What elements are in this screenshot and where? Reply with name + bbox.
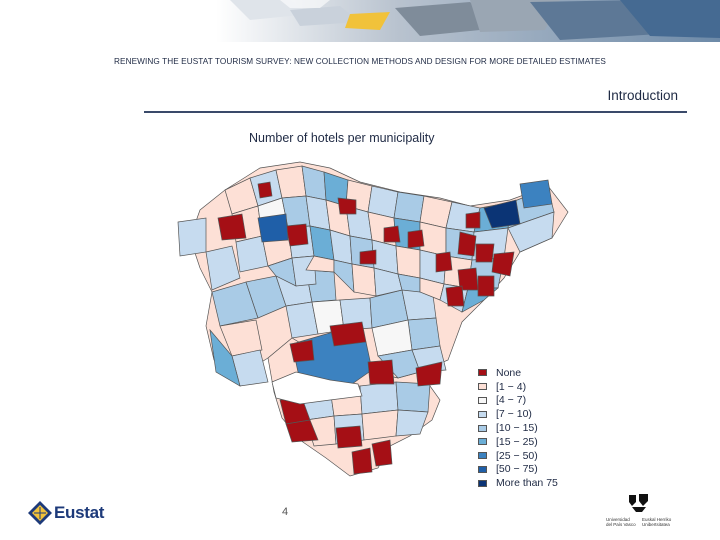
legend-swatch bbox=[478, 424, 487, 432]
legend-item: None bbox=[478, 366, 558, 380]
legend-item: [50 − 75) bbox=[478, 463, 558, 477]
university-name-eu-1: Euskal Herriko bbox=[642, 517, 672, 522]
eustat-logo-text: Eustat bbox=[54, 503, 105, 522]
legend-label: [50 − 75) bbox=[496, 463, 538, 476]
section-title: Introduction bbox=[607, 88, 678, 103]
legend-label: None bbox=[496, 366, 522, 379]
legend-item: More than 75 bbox=[478, 476, 558, 490]
eustat-logo: Eustat bbox=[28, 501, 104, 525]
map-legend: None [1 − 4) [4 − 7) [7 − 10) [10 − 15) … bbox=[478, 366, 558, 490]
legend-item: [4 − 7) bbox=[478, 394, 558, 408]
university-name-es-1: Universidad bbox=[606, 517, 630, 522]
header-divider bbox=[144, 111, 687, 113]
legend-swatch bbox=[478, 383, 487, 391]
legend-swatch bbox=[478, 396, 487, 404]
legend-item: [7 − 10) bbox=[478, 407, 558, 421]
legend-item: [15 − 25) bbox=[478, 435, 558, 449]
enclave-hole bbox=[271, 371, 363, 405]
university-name-eu-2: Unibertsitatea bbox=[642, 522, 670, 527]
region-donostia bbox=[483, 199, 521, 229]
legend-swatch bbox=[478, 369, 487, 377]
legend-swatch bbox=[478, 465, 487, 473]
legend-swatch bbox=[478, 438, 487, 446]
legend-label: [7 − 10) bbox=[496, 408, 532, 421]
legend-label: [1 − 4) bbox=[496, 380, 527, 393]
legend-label: [25 − 50) bbox=[496, 449, 538, 462]
legend-label: More than 75 bbox=[496, 477, 558, 490]
upv-emblem-icon bbox=[626, 492, 652, 514]
legend-item: [1 − 4) bbox=[478, 380, 558, 394]
university-logo: Universidad del País Vasco Euskal Herrik… bbox=[602, 492, 682, 534]
choropleth-map bbox=[177, 161, 569, 477]
header-banner bbox=[0, 0, 720, 42]
legend-swatch bbox=[478, 479, 487, 487]
legend-swatch bbox=[478, 452, 487, 460]
page-number: 4 bbox=[282, 506, 289, 518]
legend-item: [10 − 15) bbox=[478, 421, 558, 435]
legend-swatch bbox=[478, 410, 487, 418]
legend-label: [4 − 7) bbox=[496, 394, 527, 407]
eustat-diamond-icon bbox=[28, 501, 52, 525]
region-bilbao bbox=[257, 213, 289, 243]
university-name-es-2: del País Vasco bbox=[606, 522, 636, 527]
map-title: Number of hotels per municipality bbox=[249, 131, 435, 145]
legend-label: [10 − 15) bbox=[496, 422, 538, 435]
header-title: RENEWING THE EUSTAT TOURISM SURVEY: NEW … bbox=[114, 57, 606, 66]
legend-label: [15 − 25) bbox=[496, 435, 538, 448]
legend-item: [25 − 50) bbox=[478, 449, 558, 463]
